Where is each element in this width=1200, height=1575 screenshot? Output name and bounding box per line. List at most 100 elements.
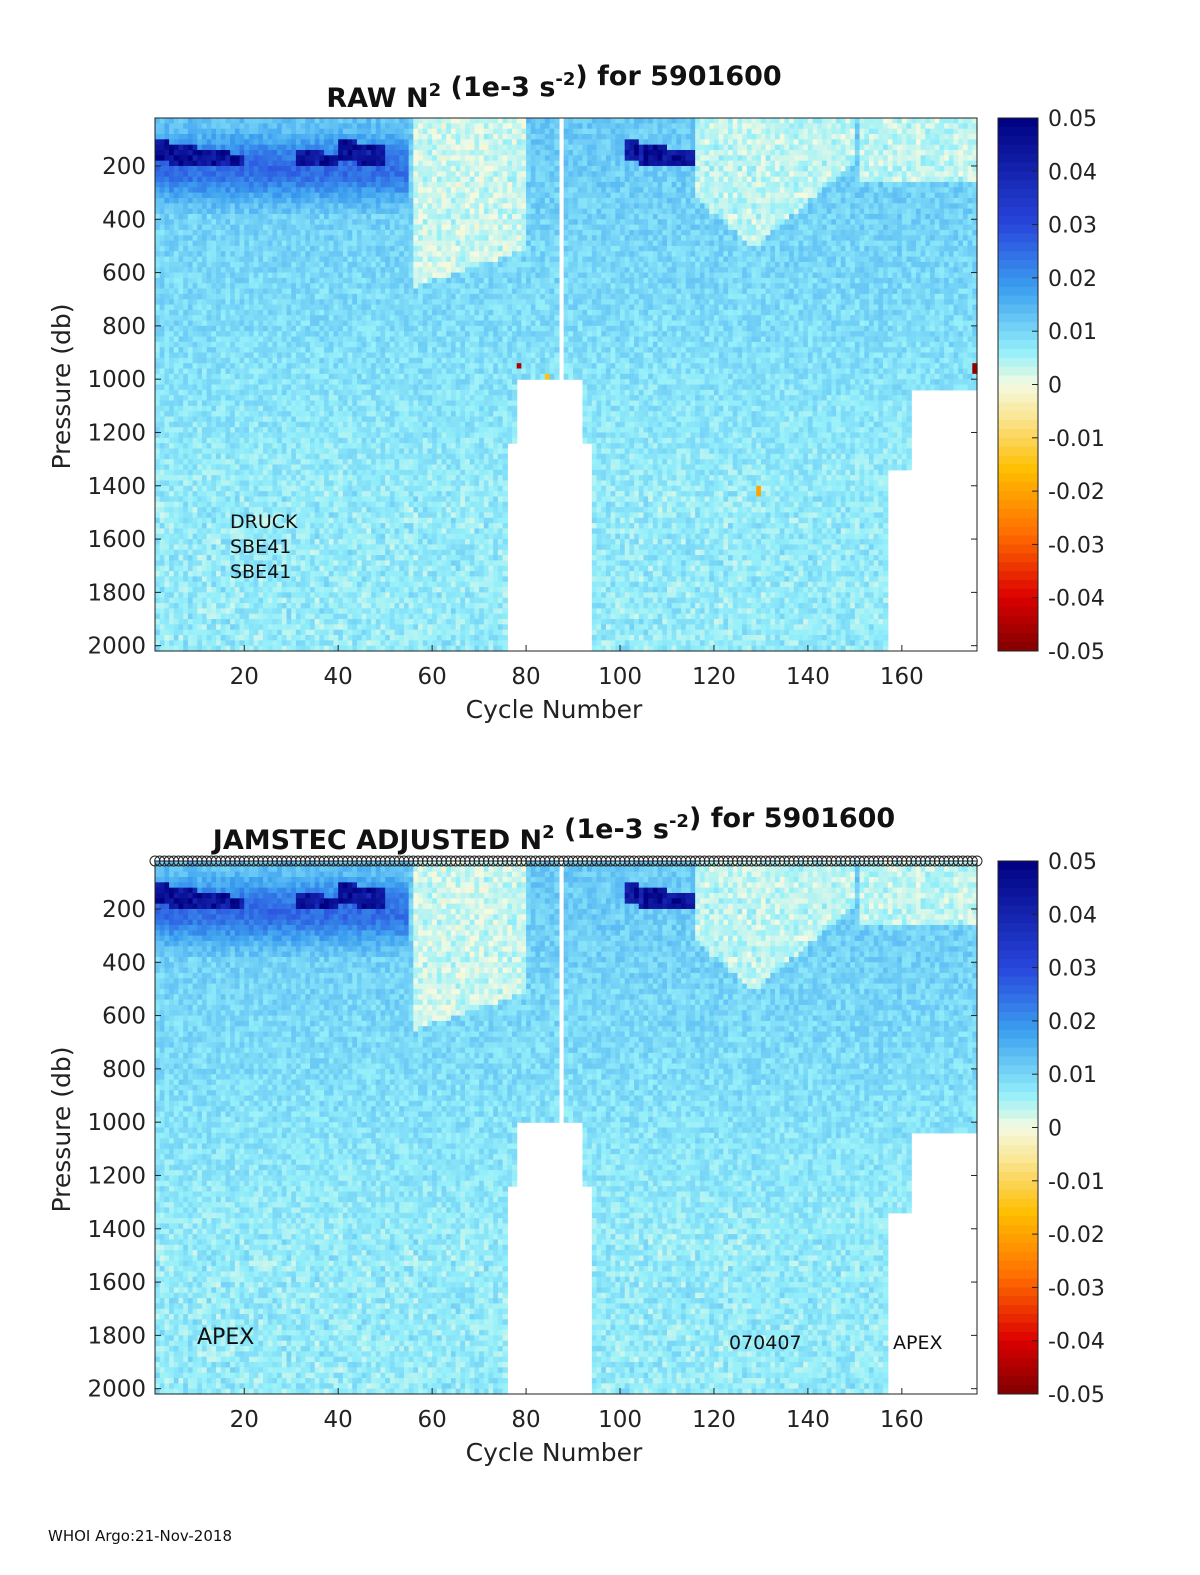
heatmap-cell <box>338 528 343 534</box>
heatmap-cell <box>221 155 226 161</box>
heatmap-cell <box>348 448 353 454</box>
heatmap-cell <box>183 321 188 327</box>
heatmap-cell <box>169 630 174 636</box>
heatmap-cell <box>333 118 338 124</box>
heatmap-cell <box>249 299 254 305</box>
heatmap-cell <box>263 283 268 289</box>
heatmap-cell <box>371 411 376 417</box>
heatmap-cell <box>188 326 193 332</box>
heatmap-cell <box>277 491 282 497</box>
heatmap-cell <box>197 246 202 252</box>
heatmap-cell <box>315 582 320 588</box>
heatmap-cell <box>329 283 334 289</box>
heatmap-cell <box>338 305 343 311</box>
heatmap-cell <box>230 230 235 236</box>
heatmap-cell <box>343 555 348 561</box>
heatmap-cell <box>343 416 348 422</box>
heatmap-cell <box>263 427 268 433</box>
heatmap-cell <box>263 230 268 236</box>
heatmap-cell <box>155 550 160 556</box>
heatmap-cell <box>160 331 165 337</box>
heatmap-cell <box>216 209 221 215</box>
heatmap-cell <box>207 273 212 279</box>
heatmap-cell <box>277 134 282 140</box>
heatmap-cell <box>319 369 324 375</box>
heatmap-cell <box>263 390 268 396</box>
heatmap-cell <box>319 539 324 545</box>
heatmap-cell <box>258 438 263 444</box>
heatmap-cell <box>357 321 362 327</box>
heatmap-cell <box>282 438 287 444</box>
heatmap-cell <box>277 326 282 332</box>
heatmap-cell <box>240 177 245 183</box>
heatmap-cell <box>305 582 310 588</box>
heatmap-cell <box>376 571 381 577</box>
heatmap-cell <box>235 608 240 614</box>
heatmap-cell <box>385 528 390 534</box>
heatmap-cell <box>225 374 230 380</box>
heatmap-cell <box>169 289 174 295</box>
heatmap-cell <box>183 385 188 391</box>
heatmap-cell <box>164 608 169 614</box>
heatmap-cell <box>268 395 273 401</box>
heatmap-cell <box>178 310 183 316</box>
heatmap-cell <box>178 523 183 529</box>
heatmap-cell <box>258 427 263 433</box>
heatmap-cell <box>268 454 273 460</box>
heatmap-cell <box>301 619 306 625</box>
heatmap-cell <box>380 640 385 646</box>
heatmap-cell <box>343 395 348 401</box>
heatmap-cell <box>254 480 259 486</box>
heatmap-cell <box>362 560 367 566</box>
heatmap-cell <box>287 225 292 231</box>
heatmap-cell <box>207 432 212 438</box>
heatmap-cell <box>169 619 174 625</box>
heatmap-cell <box>343 608 348 614</box>
heatmap-cell <box>235 630 240 636</box>
heatmap-cell <box>305 539 310 545</box>
heatmap-cell <box>291 432 296 438</box>
heatmap-cell <box>362 305 367 311</box>
heatmap-cell <box>305 347 310 353</box>
heatmap-cell <box>319 608 324 614</box>
heatmap-cell <box>333 619 338 625</box>
heatmap-cell <box>230 326 235 332</box>
heatmap-cell <box>333 432 338 438</box>
heatmap-cell <box>155 470 160 476</box>
heatmap-cell <box>254 294 259 300</box>
heatmap-cell <box>207 294 212 300</box>
heatmap-cell <box>305 267 310 273</box>
heatmap-cell <box>315 294 320 300</box>
heatmap-cell <box>371 145 376 151</box>
heatmap-cell <box>216 470 221 476</box>
heatmap-cell <box>352 416 357 422</box>
heatmap-cell <box>178 390 183 396</box>
heatmap-cell <box>296 299 301 305</box>
heatmap-cell <box>221 278 226 284</box>
heatmap-cell <box>160 235 165 241</box>
heatmap-cell <box>348 507 353 513</box>
heatmap-cell <box>240 459 245 465</box>
heatmap-cell <box>319 251 324 257</box>
heatmap-cell <box>155 310 160 316</box>
heatmap-cell <box>211 289 216 295</box>
heatmap-cell <box>160 475 165 481</box>
heatmap-cell <box>178 145 183 151</box>
heatmap-cell <box>272 262 277 268</box>
heatmap-cell <box>319 619 324 625</box>
heatmap-cell <box>352 395 357 401</box>
heatmap-cell <box>305 342 310 348</box>
heatmap-cell <box>225 134 230 140</box>
heatmap-cell <box>183 480 188 486</box>
heatmap-cell <box>207 145 212 151</box>
heatmap-cell <box>287 400 292 406</box>
heatmap-cell <box>305 310 310 316</box>
heatmap-cell <box>301 166 306 172</box>
heatmap-cell <box>366 560 371 566</box>
heatmap-cell <box>296 544 301 550</box>
heatmap-cell <box>169 294 174 300</box>
heatmap-cell <box>310 496 315 502</box>
heatmap-cell <box>329 187 334 193</box>
heatmap-cell <box>348 193 353 199</box>
heatmap-cell <box>197 171 202 177</box>
